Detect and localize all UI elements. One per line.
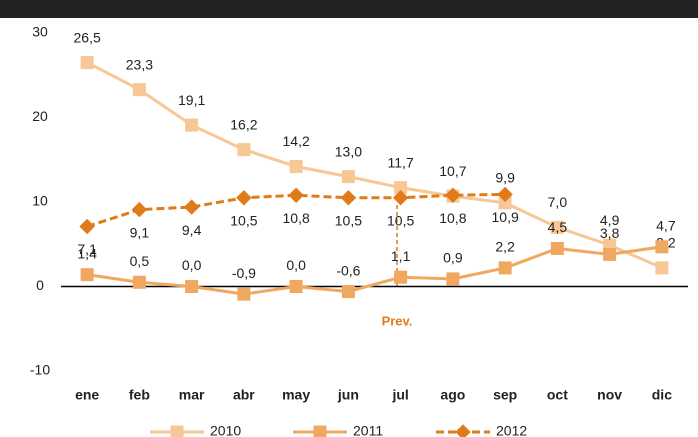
marker: [313, 425, 327, 437]
data-label: 10,5: [335, 212, 362, 228]
marker: [237, 287, 251, 301]
data-label: 10,9: [492, 209, 519, 225]
marker: [394, 270, 408, 284]
series-line: [86, 61, 663, 270]
data-label: -0,9: [232, 265, 256, 281]
marker: [185, 280, 199, 293]
legend-label: 2011: [353, 423, 383, 437]
x-tick-label: jun: [337, 387, 359, 403]
data-label: 3,8: [600, 225, 620, 241]
legend-item: 2011: [293, 423, 383, 437]
marker: [655, 261, 669, 275]
data-label: 0,5: [130, 253, 150, 269]
marker: [550, 241, 564, 255]
marker: [340, 190, 357, 206]
y-tick-label: 10: [32, 193, 48, 209]
legend-item: 2012: [436, 423, 527, 437]
y-tick-label: 20: [32, 108, 48, 124]
data-label: 4,7: [656, 217, 676, 233]
series-line: [86, 192, 506, 228]
x-tick-label: abr: [233, 387, 255, 403]
x-tick-label: may: [282, 387, 310, 403]
marker: [497, 186, 513, 203]
data-label: 26,5: [74, 29, 101, 45]
marker: [132, 83, 146, 97]
marker: [603, 247, 617, 261]
marker: [79, 218, 95, 235]
series-line: [86, 245, 663, 296]
y-tick-label: -10: [30, 362, 50, 378]
data-label: 16,2: [230, 116, 257, 132]
data-label: 9,9: [495, 170, 515, 186]
data-label: 10,5: [387, 212, 414, 228]
x-tick-label: oct: [547, 387, 568, 403]
marker: [131, 201, 148, 218]
legend-label: 2010: [210, 423, 241, 437]
marker: [288, 187, 304, 203]
marker: [183, 199, 200, 215]
data-label: 4,9: [600, 212, 620, 228]
x-tick-label: nov: [597, 387, 622, 403]
data-label: 0,0: [286, 257, 306, 273]
x-tick-label: sep: [493, 387, 517, 403]
data-label: -0,6: [336, 262, 360, 278]
data-label: 1,4: [77, 245, 97, 261]
data-label: 10,8: [283, 210, 310, 226]
marker: [550, 220, 564, 234]
marker: [445, 187, 461, 203]
marker: [132, 275, 146, 289]
data-label: 1,1: [391, 248, 411, 264]
marker: [289, 280, 303, 293]
data-label: 9,1: [130, 224, 150, 240]
data-label: 13,0: [335, 143, 362, 159]
marker: [446, 272, 460, 286]
x-tick-label: ago: [440, 387, 465, 403]
marker: [185, 118, 199, 132]
x-tick-label: ene: [75, 387, 99, 403]
x-tick-label: feb: [129, 387, 150, 403]
marker: [80, 56, 94, 70]
data-label: 11,7: [388, 154, 414, 170]
marker: [392, 190, 409, 206]
x-tick-label: jul: [391, 387, 408, 403]
data-label: 7,0: [548, 194, 568, 210]
marker: [455, 424, 471, 437]
marker: [289, 160, 303, 174]
y-tick-label: 30: [32, 24, 48, 40]
marker: [498, 261, 512, 275]
data-label: 14,2: [283, 133, 310, 149]
marker: [236, 190, 252, 206]
y-tick-label: 0: [36, 277, 44, 293]
legend-label: 2012: [496, 423, 527, 437]
marker: [170, 425, 184, 437]
data-label: 7,1: [77, 241, 97, 257]
data-label: 19,1: [178, 92, 205, 108]
marker: [655, 240, 669, 254]
data-label: 10,8: [439, 210, 466, 226]
data-label: 9,4: [182, 222, 202, 238]
data-label: 10,5: [230, 212, 257, 228]
data-label: 2,2: [495, 239, 515, 255]
marker: [80, 268, 94, 282]
x-tick-label: dic: [652, 387, 672, 403]
marker: [341, 170, 355, 184]
header-bar: [0, 0, 698, 18]
x-tick-label: mar: [179, 387, 205, 403]
data-label: 0,0: [182, 257, 202, 273]
data-label: 23,3: [126, 56, 153, 72]
marker: [341, 285, 355, 299]
data-label: 4,5: [548, 219, 568, 235]
annotation: Prev.: [382, 313, 413, 328]
marker: [237, 143, 251, 157]
data-label: 0,9: [443, 250, 463, 266]
data-label: 10,7: [439, 163, 466, 179]
legend-item: 2010: [150, 423, 241, 437]
